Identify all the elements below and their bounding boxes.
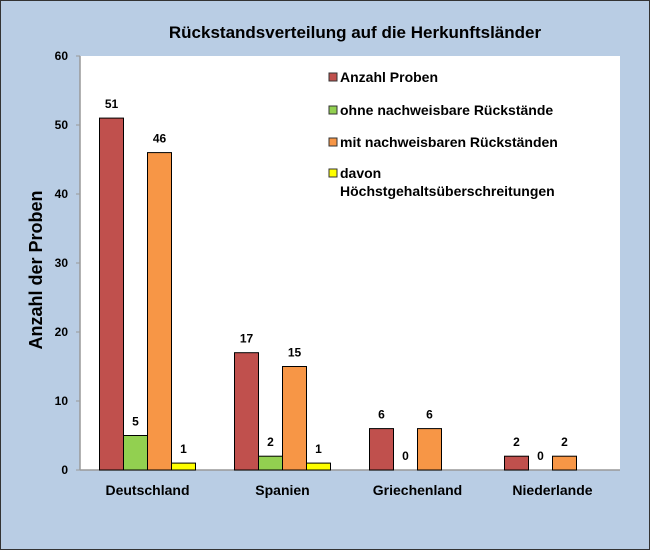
bar	[123, 435, 148, 471]
data-label: 2	[513, 435, 520, 449]
legend-label: Höchstgehaltsüberschreitungen	[340, 183, 555, 199]
data-label: 0	[537, 449, 544, 463]
data-label: 2	[267, 435, 274, 449]
data-label: 15	[288, 346, 302, 360]
data-label: 6	[426, 408, 433, 422]
data-label: 0	[402, 449, 409, 463]
legend-label: mit nachweisbaren Rückständen	[340, 134, 558, 150]
bar	[306, 462, 331, 471]
y-tick-label: 30	[55, 256, 69, 270]
bar	[234, 352, 259, 471]
data-label: 5	[132, 415, 139, 429]
x-tick-label: Deutschland	[105, 482, 189, 498]
x-tick-label: Niederlande	[512, 482, 592, 498]
bar	[369, 428, 394, 471]
data-label: 17	[240, 332, 254, 346]
legend-swatch	[328, 137, 338, 147]
x-tick-label: Spanien	[255, 482, 309, 498]
legend-swatch	[328, 72, 338, 82]
bar	[504, 455, 529, 471]
bar	[258, 455, 283, 471]
data-label: 2	[561, 435, 568, 449]
bar	[282, 366, 307, 471]
y-tick-label: 10	[55, 394, 69, 408]
legend-label: ohne nachweisbare Rückstände	[340, 102, 553, 118]
y-tick-label: 60	[55, 49, 69, 63]
y-axis-label: Anzahl der Proben	[26, 190, 46, 349]
y-tick-label: 40	[55, 187, 69, 201]
legend-swatch	[328, 168, 338, 178]
bar	[417, 428, 442, 471]
y-tick-label: 20	[55, 325, 69, 339]
data-label: 51	[105, 97, 119, 111]
chart-title: Rückstandsverteilung auf die Herkunftslä…	[169, 23, 542, 42]
x-tick-label: Griechenland	[373, 482, 462, 498]
legend-swatch	[328, 105, 338, 115]
data-label: 1	[180, 442, 187, 456]
y-tick-label: 50	[55, 118, 69, 132]
bar	[99, 117, 124, 471]
bar	[147, 152, 172, 471]
bar	[171, 462, 196, 471]
data-label: 46	[153, 132, 167, 146]
bar	[552, 455, 577, 471]
data-label: 1	[315, 442, 322, 456]
data-label: 6	[378, 408, 385, 422]
legend-label: davon	[340, 165, 381, 181]
y-tick-label: 0	[61, 463, 68, 477]
legend-label: Anzahl Proben	[340, 69, 438, 85]
